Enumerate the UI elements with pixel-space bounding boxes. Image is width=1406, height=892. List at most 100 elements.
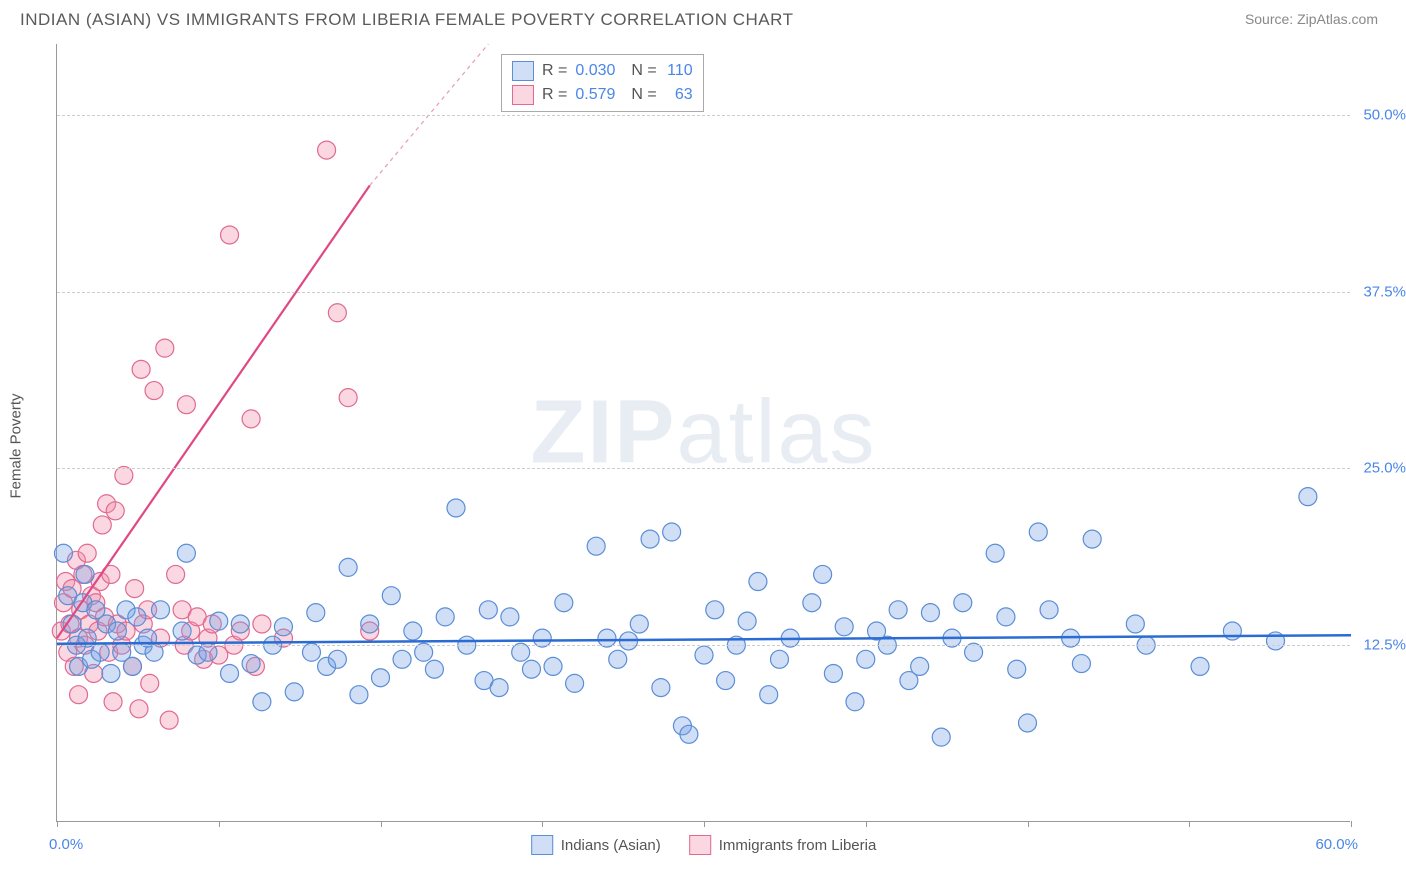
blue-point <box>436 608 454 626</box>
blue-point <box>285 683 303 701</box>
blue-point <box>307 604 325 622</box>
blue-point <box>372 669 390 687</box>
footer-legend-pink-label: Immigrants from Liberia <box>719 837 877 854</box>
x-axis-max-label: 60.0% <box>1315 836 1358 853</box>
blue-point <box>404 622 422 640</box>
blue-point <box>986 544 1004 562</box>
blue-point <box>152 601 170 619</box>
swatch-blue <box>512 61 534 81</box>
pink-point <box>318 141 336 159</box>
gridline-h <box>57 292 1350 293</box>
blue-point <box>328 650 346 668</box>
blue-point <box>102 664 120 682</box>
y-axis-title: Female Poverty <box>8 393 25 498</box>
x-tick <box>866 821 867 827</box>
blue-point <box>695 646 713 664</box>
pink-point <box>132 360 150 378</box>
blue-point <box>824 664 842 682</box>
blue-point <box>1040 601 1058 619</box>
y-tick-label: 12.5% <box>1356 637 1406 654</box>
blue-point <box>1029 523 1047 541</box>
blue-point <box>425 660 443 678</box>
blue-point <box>717 672 735 690</box>
blue-point <box>76 565 94 583</box>
blue-point <box>1019 714 1037 732</box>
r-prefix: R = <box>542 86 567 104</box>
n-prefix: N = <box>631 62 656 80</box>
blue-point <box>128 608 146 626</box>
blue-point <box>490 679 508 697</box>
legend-stats-box: R = 0.030 N = 110 R = 0.579 N = 63 <box>501 54 704 112</box>
pink-point <box>242 410 260 428</box>
blue-point <box>738 612 756 630</box>
scatter-chart: ZIPatlas R = 0.030 N = 110 R = 0.579 N =… <box>56 44 1350 822</box>
blue-point <box>803 594 821 612</box>
blue-point <box>242 655 260 673</box>
x-tick <box>704 821 705 827</box>
r-value-blue: 0.030 <box>575 62 623 80</box>
blue-point <box>630 615 648 633</box>
blue-point <box>1126 615 1144 633</box>
blue-point <box>210 612 228 630</box>
pink-point <box>339 389 357 407</box>
blue-point <box>587 537 605 555</box>
blue-point <box>652 679 670 697</box>
pink-point <box>177 396 195 414</box>
blue-point <box>1083 530 1101 548</box>
source-prefix: Source: <box>1245 11 1297 27</box>
swatch-pink-footer <box>689 835 711 855</box>
blue-point <box>501 608 519 626</box>
swatch-pink <box>512 85 534 105</box>
blue-point <box>954 594 972 612</box>
footer-legend-blue-label: Indians (Asian) <box>561 837 661 854</box>
legend-stats-row-blue: R = 0.030 N = 110 <box>512 59 693 83</box>
blue-point <box>641 530 659 548</box>
x-tick <box>1028 821 1029 827</box>
n-prefix: N = <box>631 86 656 104</box>
gridline-h <box>57 468 1350 469</box>
pink-trendline <box>57 185 370 638</box>
blue-point <box>911 657 929 675</box>
blue-point <box>544 657 562 675</box>
footer-legend-blue: Indians (Asian) <box>531 835 661 855</box>
blue-point <box>123 657 141 675</box>
chart-title: INDIAN (ASIAN) VS IMMIGRANTS FROM LIBERI… <box>20 10 793 30</box>
pink-point <box>145 382 163 400</box>
pink-point <box>167 565 185 583</box>
blue-point <box>835 618 853 636</box>
blue-point <box>770 650 788 668</box>
blue-point <box>1299 488 1317 506</box>
blue-point <box>814 565 832 583</box>
blue-point <box>857 650 875 668</box>
blue-point <box>177 544 195 562</box>
y-tick-label: 50.0% <box>1356 106 1406 123</box>
r-prefix: R = <box>542 62 567 80</box>
x-tick <box>57 821 58 827</box>
pink-point <box>130 700 148 718</box>
blue-point <box>760 686 778 704</box>
x-tick <box>542 821 543 827</box>
blue-point <box>997 608 1015 626</box>
y-tick-label: 37.5% <box>1356 283 1406 300</box>
swatch-blue-footer <box>531 835 553 855</box>
blue-point <box>350 686 368 704</box>
pink-point <box>156 339 174 357</box>
blue-point <box>846 693 864 711</box>
blue-point <box>274 618 292 636</box>
blue-point <box>361 615 379 633</box>
blue-point <box>921 604 939 622</box>
blue-point <box>54 544 72 562</box>
blue-point <box>173 622 191 640</box>
pink-point <box>126 580 144 598</box>
blue-point <box>749 573 767 591</box>
blue-point <box>447 499 465 517</box>
legend-stats-row-pink: R = 0.579 N = 63 <box>512 83 693 107</box>
x-tick <box>381 821 382 827</box>
blue-point <box>889 601 907 619</box>
x-axis-min-label: 0.0% <box>49 836 83 853</box>
blue-point <box>393 650 411 668</box>
pink-point <box>141 674 159 692</box>
y-tick-label: 25.0% <box>1356 460 1406 477</box>
blue-point <box>339 558 357 576</box>
blue-point <box>382 587 400 605</box>
